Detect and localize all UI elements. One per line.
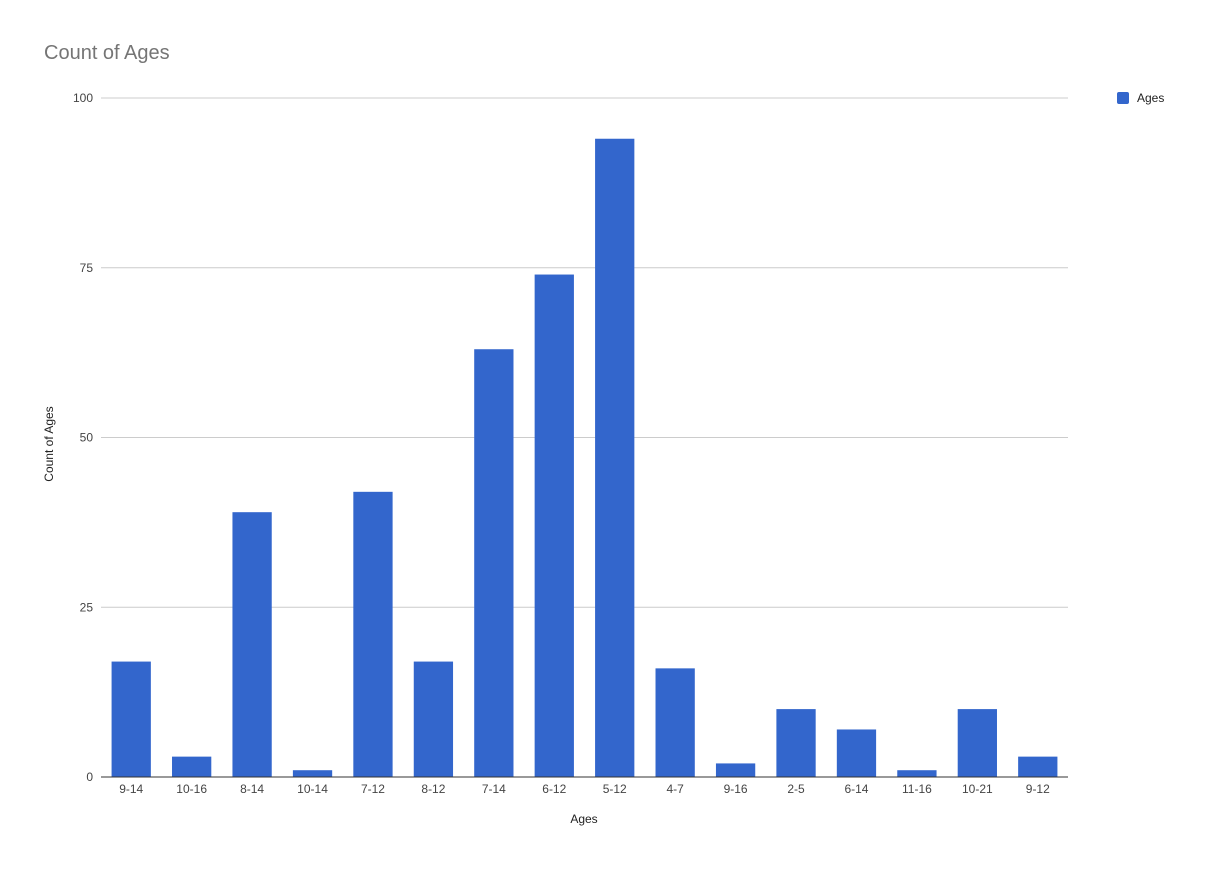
bar-6-12[interactable] <box>534 274 574 777</box>
bar-10-16[interactable] <box>172 756 212 777</box>
bar-6-14[interactable] <box>836 729 877 777</box>
x-tick-label: 8-12 <box>421 782 445 796</box>
x-tick-label: 8-14 <box>240 782 264 796</box>
bar-9-12[interactable] <box>1018 756 1058 777</box>
y-tick-label: 100 <box>73 91 93 105</box>
legend: Ages <box>1117 91 1164 105</box>
bar-10-21[interactable] <box>957 709 997 777</box>
y-axis-ticks: 0 25 50 75 100 <box>73 91 93 784</box>
bar-7-12[interactable] <box>353 491 393 777</box>
bar-8-12[interactable] <box>413 661 454 777</box>
bar-11-16[interactable] <box>897 770 937 777</box>
x-tick-label: 10-14 <box>297 782 328 796</box>
x-tick-label: 11-16 <box>902 782 932 796</box>
bar-8-14[interactable] <box>232 512 272 777</box>
x-tick-label: 9-16 <box>724 782 748 796</box>
x-tick-label: 5-12 <box>603 782 627 796</box>
y-tick-label: 0 <box>86 770 93 784</box>
x-axis-title: Ages <box>570 812 597 826</box>
y-axis-title: Count of Ages <box>42 406 56 481</box>
x-tick-label: 6-14 <box>844 782 868 796</box>
legend-swatch <box>1117 92 1129 104</box>
bar-7-14[interactable] <box>474 349 514 777</box>
x-tick-label: 7-14 <box>482 782 506 796</box>
x-tick-label: 10-21 <box>962 782 993 796</box>
x-tick-label: 2-5 <box>787 782 805 796</box>
x-axis-ticks: 9-14 10-16 8-14 10-14 7-12 8-12 7-14 6-12 5-12 4-… <box>119 782 1050 796</box>
x-tick-label: 10-16 <box>176 782 207 796</box>
legend-label: Ages <box>1137 91 1164 105</box>
bar-10-14[interactable] <box>292 770 333 777</box>
bar-9-14[interactable] <box>111 661 151 777</box>
bar-4-7[interactable] <box>655 668 695 777</box>
x-tick-label: 6-12 <box>542 782 566 796</box>
chart-title: Count of Ages <box>44 42 170 64</box>
x-tick-label: 9-12 <box>1026 782 1050 796</box>
y-tick-label: 50 <box>80 431 94 445</box>
bar-9-16[interactable] <box>715 763 756 777</box>
x-tick-label: 7-12 <box>361 782 385 796</box>
bar-2-5[interactable] <box>776 709 816 777</box>
x-tick-label: 9-14 <box>119 782 143 796</box>
x-tick-label: 4-7 <box>666 782 684 796</box>
y-tick-label: 25 <box>80 600 94 614</box>
gridlines <box>101 97 1068 608</box>
bars <box>111 138 1058 778</box>
y-tick-label: 75 <box>80 261 94 275</box>
bar-5-12[interactable] <box>595 138 635 778</box>
